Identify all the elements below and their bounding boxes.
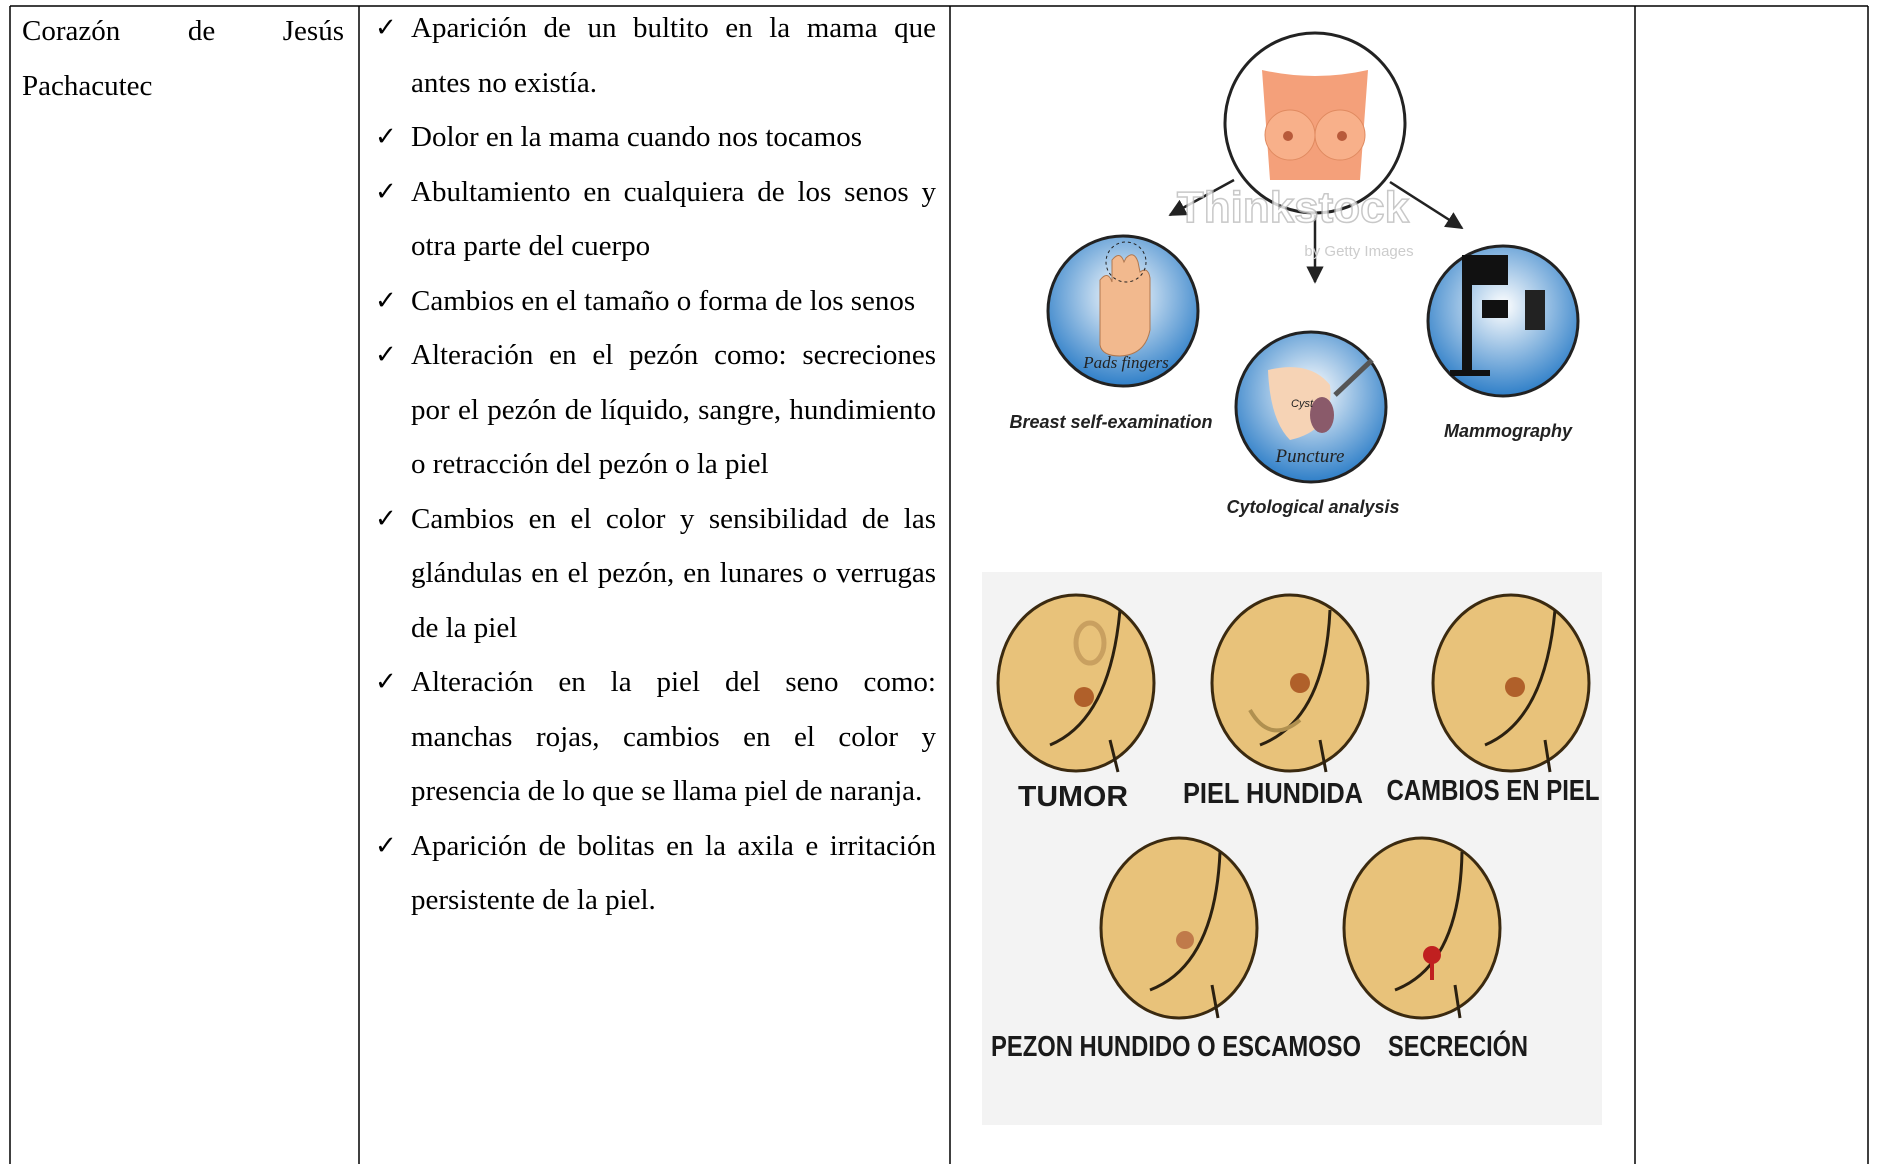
- breast-icons: [996, 593, 1591, 1020]
- sign-label: PEZON HUNDIDO O ESCAMOSO: [991, 1031, 1361, 1063]
- warning-signs: TUMOR PIEL HUNDIDA CAMBIOS EN PIEL PEZON…: [982, 572, 1602, 1125]
- signs-list: Aparición de un bultito en la mama que a…: [375, 1, 936, 928]
- exam-diagram: Thinkstock by Getty Images Pads fingers …: [1009, 31, 1580, 517]
- sign-item: Aparición de un bultito en la mama que a…: [375, 1, 936, 110]
- watermark: Thinkstock: [1177, 183, 1410, 232]
- inner-label: Cyst: [1291, 398, 1314, 410]
- sign-label: CAMBIOS EN PIEL: [1387, 775, 1600, 807]
- sign-item: Aparición de bolitas en la axila e irrit…: [375, 819, 936, 928]
- inner-label: Pads fingers: [1082, 353, 1169, 372]
- method-label: Breast self-examination: [1009, 412, 1212, 432]
- sign-item: Cambios en el color y sensibilidad de la…: [375, 492, 936, 656]
- sign-label: SECRECIÓN: [1388, 1029, 1528, 1063]
- sign-label: PIEL HUNDIDA: [1183, 778, 1363, 810]
- method-label: Mammography: [1444, 421, 1573, 441]
- location-cell: Corazón de Jesús Pachacutec: [22, 15, 344, 102]
- method-label: Cytological analysis: [1226, 497, 1399, 517]
- table-borders: [9, 5, 1869, 1164]
- inner-label: Puncture: [1275, 446, 1345, 467]
- sign-item: Alteración en el pezón como: secreciones…: [375, 328, 936, 492]
- sign-item: Alteración en la piel del seno como: man…: [375, 655, 936, 819]
- sign-label: TUMOR: [1018, 781, 1128, 813]
- sign-item: Abultamiento en cualquiera de los senos …: [375, 165, 936, 274]
- sign-item: Dolor en la mama cuando nos tocamos: [375, 110, 936, 165]
- sign-item: Cambios en el tamaño o forma de los seno…: [375, 274, 936, 329]
- watermark-sub: by Getty Images: [1304, 243, 1413, 260]
